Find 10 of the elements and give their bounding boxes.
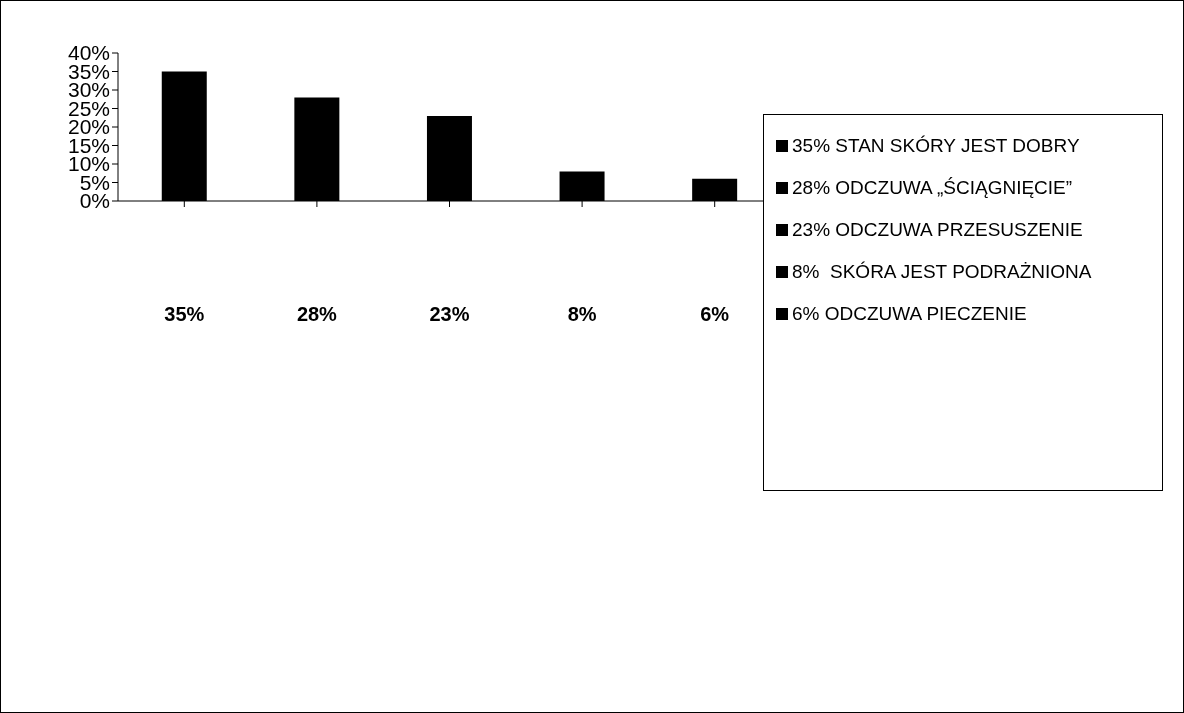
legend-label: 6% ODCZUWA PIECZENIE bbox=[792, 302, 1028, 326]
x-tick-label: 28% bbox=[296, 303, 338, 325]
legend-label: 28% ODCZUWA „ŚCIĄGNIĘCIE” bbox=[792, 176, 1074, 200]
legend-label: 8% SKÓRA JEST PODRAŻNIONA bbox=[792, 260, 1092, 284]
x-tick-label: 8% bbox=[567, 303, 597, 325]
x-tick-label: 23% bbox=[429, 303, 470, 325]
x-tick-label: 6% bbox=[700, 303, 730, 325]
legend-label: 23% ODCZUWA PRZESUSZENIE bbox=[792, 218, 1084, 242]
legend-label: 35% STAN SKÓRY JEST DOBRY bbox=[792, 134, 1081, 158]
x-tick-label: 35% bbox=[164, 303, 205, 325]
